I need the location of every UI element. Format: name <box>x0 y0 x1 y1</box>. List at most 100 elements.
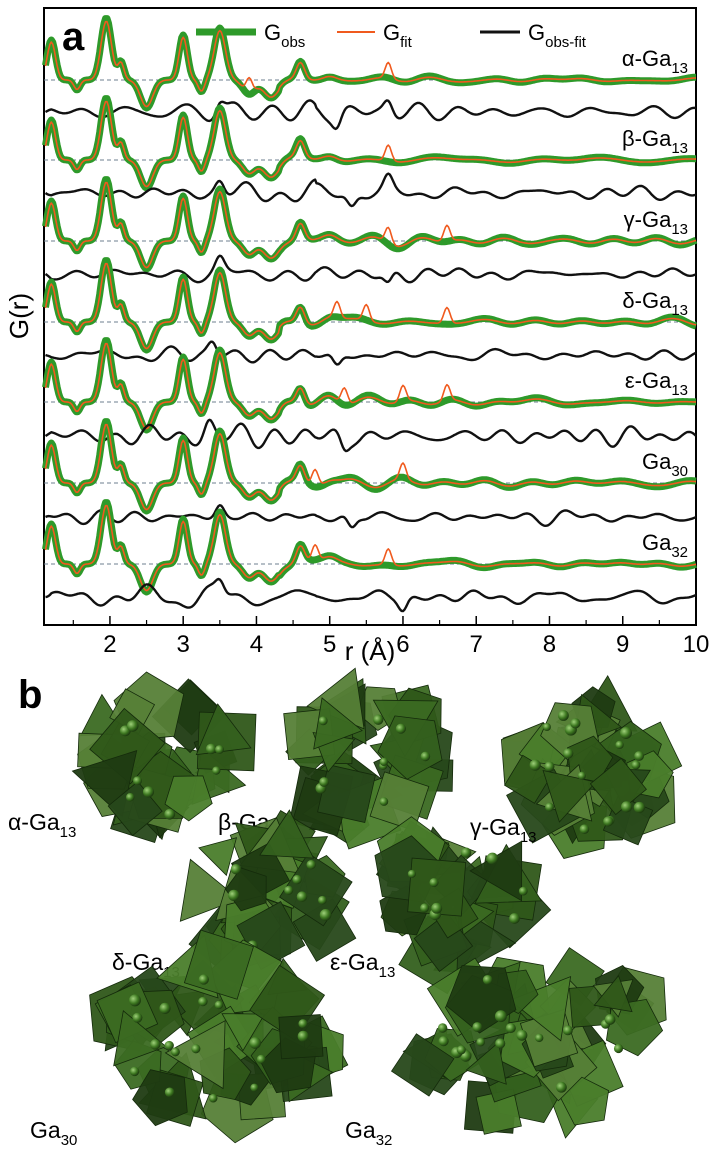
polyhedron-face <box>113 1010 167 1067</box>
ga-atom <box>395 723 406 734</box>
ga-atom <box>494 1010 507 1023</box>
polyhedron-face <box>317 764 376 823</box>
polyhedron-face <box>377 715 443 780</box>
ga-atom <box>191 1044 201 1054</box>
series-label: Ga30 <box>642 449 688 480</box>
ga-atom <box>577 771 586 780</box>
ga-atom <box>159 1002 171 1014</box>
series-fit-line <box>44 262 697 350</box>
legend-label: Gobs <box>264 20 305 51</box>
ga-atom <box>318 895 327 905</box>
series-label: β-Ga13 <box>622 126 688 157</box>
legend: Gobs Gfit Gobs-fit <box>196 20 587 51</box>
series-label: δ-Ga13 <box>622 288 688 319</box>
ga-atom <box>319 777 329 787</box>
ga-atom <box>132 1012 143 1023</box>
ga-atom <box>545 802 554 812</box>
ga-atom <box>230 863 242 875</box>
series-obs-line <box>42 337 698 434</box>
ga-atom <box>249 1037 262 1049</box>
ga-atom <box>297 1030 309 1042</box>
ga-atom <box>509 913 520 924</box>
polyhedron-face <box>560 1076 610 1126</box>
series-group-4: ε-Ga13 <box>42 337 698 453</box>
polyhedron-face <box>593 975 633 1013</box>
ga-atom <box>379 757 389 767</box>
x-tick-label: 10 <box>683 631 710 658</box>
legend-label: Gfit <box>383 20 413 51</box>
x-tick-label: 8 <box>543 631 556 658</box>
cluster-label: α-Ga13 <box>8 809 76 841</box>
cluster-ga32: Ga32 <box>345 947 667 1149</box>
ga-atom <box>486 852 499 865</box>
ga-atom <box>429 877 439 888</box>
cluster-alpha: α-Ga13 <box>8 671 257 844</box>
cluster-label: ε-Ga13 <box>330 949 395 981</box>
ga-atom <box>482 974 493 985</box>
ga-atom <box>615 740 624 750</box>
ga-atom <box>518 886 528 896</box>
series-obs-line <box>42 418 698 515</box>
polyhedron-face <box>164 1020 226 1090</box>
ga-atom <box>620 727 632 739</box>
x-tick-label: 7 <box>470 631 483 658</box>
x-tick-label: 6 <box>396 631 409 658</box>
series-group-3: δ-Ga13 <box>42 257 698 366</box>
series-group-5: Ga30 <box>42 418 698 529</box>
polyhedron-face <box>313 697 363 750</box>
series-layer: α-Ga13 β-Ga13 γ-Ga13 δ-Ga13 ε-Ga13 Ga30 Ga32 <box>42 15 698 613</box>
ga-atom <box>570 718 581 729</box>
panel-a-letter: a <box>62 15 85 59</box>
ga-atom <box>318 716 328 726</box>
polyhedron-face <box>589 757 647 816</box>
cluster-label: Ga30 <box>30 1117 77 1149</box>
ga-atom <box>634 751 645 761</box>
ga-atom <box>133 776 142 786</box>
cluster-gamma: γ-Ga13 <box>470 675 683 859</box>
cluster-label: γ-Ga13 <box>470 814 537 846</box>
ga-atom <box>516 1029 528 1041</box>
ga-atom <box>535 1033 544 1043</box>
polyhedron-face <box>132 1069 188 1127</box>
legend-label: Gobs-fit <box>528 20 587 51</box>
ga-atom <box>150 1039 161 1050</box>
ga-atom <box>125 793 135 802</box>
x-tick-label: 4 <box>250 631 263 658</box>
ga-atom <box>407 869 416 878</box>
ga-atom <box>544 761 555 772</box>
polyhedron-face <box>542 769 597 823</box>
series-diff-line <box>44 99 697 131</box>
plot-frame <box>43 7 697 626</box>
ga-atom <box>164 1087 175 1098</box>
ga-atom <box>214 1000 224 1010</box>
polyhedron-face <box>221 1013 266 1052</box>
ga-atom <box>256 1054 266 1064</box>
ga-atom <box>438 1036 449 1047</box>
series-diff-line <box>45 504 697 529</box>
polyhedron-face <box>259 809 315 859</box>
ga-atom <box>476 1037 485 1047</box>
ga-atom <box>215 745 224 754</box>
cluster-ga30: Ga30 <box>30 929 349 1149</box>
cluster-beta: β-Ga13 <box>218 667 454 850</box>
ga-atom <box>604 1014 616 1025</box>
series-fit-line <box>44 20 696 108</box>
ga-atom <box>456 1045 466 1055</box>
polyhedron-face <box>164 775 213 822</box>
ga-atom <box>205 743 217 755</box>
series-fit-line <box>44 342 696 430</box>
ga-atom <box>505 1023 516 1034</box>
ga-atom <box>472 1022 483 1033</box>
series-fit-line <box>44 181 697 269</box>
ga-atom <box>420 751 431 762</box>
polyhedron-face <box>509 975 572 1042</box>
ga-atom <box>373 714 384 725</box>
ga-atom <box>142 786 155 798</box>
ga-atom <box>579 824 590 835</box>
polyhedron-face <box>195 703 252 756</box>
x-tick-label: 5 <box>323 631 336 658</box>
polyhedron-face <box>179 858 240 922</box>
x-axis: 2 3 4 5 6 7 8 9 10 <box>72 616 710 658</box>
series-diff-line <box>45 577 697 613</box>
